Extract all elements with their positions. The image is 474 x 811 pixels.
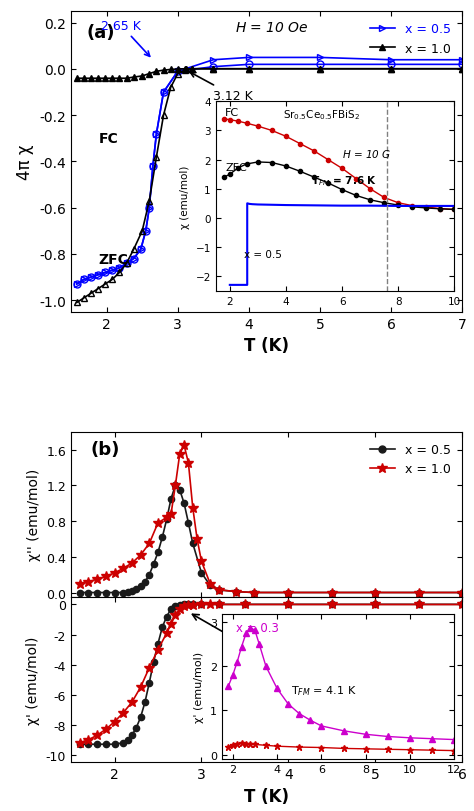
x = 1.0	[459, 588, 465, 598]
x = 1.0	[120, 564, 126, 573]
Text: ZFC: ZFC	[99, 252, 128, 266]
x = 0.5	[285, 588, 291, 598]
Text: T$_c$: T$_c$	[192, 615, 249, 651]
x = 1.0	[181, 440, 187, 450]
Text: FC: FC	[99, 132, 118, 146]
x = 0.5	[138, 581, 144, 591]
x = 1.0	[233, 587, 239, 597]
x = 1.0	[285, 588, 291, 598]
x = 1.0	[216, 586, 222, 595]
x = 0.5	[120, 588, 126, 598]
x = 1.0	[199, 556, 204, 566]
x = 1.0	[186, 458, 191, 468]
x = 1.0	[168, 509, 174, 519]
Legend: x = 0.5, x = 1.0: x = 0.5, x = 1.0	[365, 439, 456, 481]
x = 1.0	[112, 569, 118, 578]
x = 1.0	[86, 577, 91, 587]
x = 0.5	[164, 515, 170, 525]
x = 0.5	[151, 560, 156, 569]
x = 0.5	[181, 499, 187, 508]
x = 1.0	[373, 588, 378, 598]
x = 0.5	[207, 581, 213, 590]
x = 1.0	[138, 551, 144, 560]
x = 0.5	[94, 588, 100, 598]
x = 0.5	[142, 577, 148, 587]
x = 0.5	[416, 588, 421, 598]
x = 0.5	[216, 586, 222, 595]
Text: $H$ = 10 Oe: $H$ = 10 Oe	[235, 21, 309, 35]
x = 1.0	[173, 481, 178, 491]
x = 1.0	[146, 539, 152, 548]
x = 1.0	[77, 579, 82, 589]
x = 0.5	[125, 587, 130, 597]
x = 1.0	[190, 503, 196, 513]
x = 0.5	[168, 494, 174, 504]
x = 1.0	[329, 588, 335, 598]
Text: 3.12 K: 3.12 K	[191, 73, 253, 103]
x = 0.5	[199, 569, 204, 578]
Text: (b): (b)	[91, 440, 120, 458]
Text: 2.65 K: 2.65 K	[101, 19, 150, 58]
Text: (a): (a)	[87, 24, 115, 42]
X-axis label: T (K): T (K)	[244, 337, 289, 354]
x = 0.5	[251, 588, 256, 598]
x = 0.5	[186, 518, 191, 528]
x = 0.5	[190, 539, 196, 548]
x = 0.5	[373, 588, 378, 598]
x = 0.5	[112, 588, 118, 598]
x = 0.5	[155, 547, 161, 557]
x = 1.0	[251, 588, 256, 598]
Legend: x = 0.5, x = 1.0: x = 0.5, x = 1.0	[365, 19, 456, 61]
x = 0.5	[86, 588, 91, 598]
x = 1.0	[94, 574, 100, 584]
x = 0.5	[173, 481, 178, 491]
x = 1.0	[129, 559, 135, 569]
x = 1.0	[155, 518, 161, 528]
Line: x = 1.0: x = 1.0	[75, 440, 467, 598]
x = 0.5	[459, 588, 465, 598]
Line: x = 0.5: x = 0.5	[77, 483, 465, 596]
X-axis label: T (K): T (K)	[244, 787, 289, 805]
x = 1.0	[164, 513, 170, 522]
x = 0.5	[129, 586, 135, 596]
x = 0.5	[159, 533, 165, 543]
x = 0.5	[103, 588, 109, 598]
x = 0.5	[146, 570, 152, 580]
x = 0.5	[177, 485, 182, 495]
x = 1.0	[177, 449, 182, 459]
x = 1.0	[194, 534, 200, 544]
x = 0.5	[233, 587, 239, 597]
Y-axis label: 4π χ: 4π χ	[16, 144, 34, 180]
x = 0.5	[329, 588, 335, 598]
x = 1.0	[103, 572, 109, 581]
Y-axis label: χ' (emu/mol): χ' (emu/mol)	[27, 636, 40, 724]
Y-axis label: χ'' (emu/mol): χ'' (emu/mol)	[27, 469, 41, 560]
x = 0.5	[77, 588, 82, 598]
x = 1.0	[207, 579, 213, 589]
x = 0.5	[134, 585, 139, 594]
x = 1.0	[416, 588, 421, 598]
